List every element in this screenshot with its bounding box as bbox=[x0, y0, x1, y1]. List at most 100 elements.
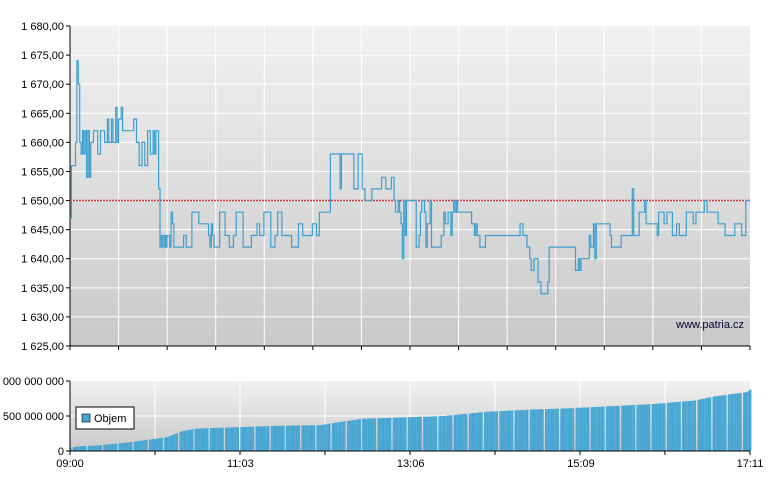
volume-bar bbox=[136, 441, 138, 451]
volume-x-tick-label: 15:09 bbox=[567, 458, 595, 470]
volume-bar bbox=[197, 428, 199, 451]
volume-bar bbox=[226, 427, 228, 451]
volume-bar bbox=[187, 430, 190, 451]
volume-bar bbox=[312, 425, 314, 451]
volume-bar bbox=[471, 413, 473, 451]
volume-bar bbox=[230, 427, 233, 451]
volume-bar bbox=[432, 416, 435, 451]
volume-bar bbox=[529, 409, 532, 451]
volume-bar bbox=[552, 408, 554, 451]
volume-bar bbox=[647, 404, 649, 451]
volume-bar bbox=[709, 397, 712, 451]
volume-bar bbox=[347, 420, 349, 451]
volume-bar bbox=[118, 443, 120, 451]
volume-bar bbox=[79, 446, 82, 451]
volume-bar bbox=[168, 436, 170, 451]
volume-bar bbox=[500, 411, 503, 451]
volume-bar bbox=[484, 411, 486, 451]
volume-bar bbox=[75, 446, 77, 451]
volume-bar bbox=[588, 407, 590, 451]
volume-bar bbox=[122, 442, 124, 451]
volume-bar bbox=[85, 446, 87, 451]
volume-bar bbox=[306, 425, 309, 451]
volume-bar bbox=[173, 434, 176, 451]
volume-bar bbox=[233, 427, 235, 451]
volume-bar bbox=[716, 396, 719, 451]
volume-bar bbox=[527, 409, 529, 451]
volume-bar bbox=[90, 445, 93, 452]
volume-bar bbox=[112, 443, 115, 451]
volume-bar bbox=[646, 404, 648, 451]
price-panel: 1 625,00 1 630,00 1 635,00 1 640,00 1 645,00… bbox=[21, 21, 751, 353]
price-y-tick-label: 1 640,00 bbox=[21, 254, 64, 266]
volume-bar bbox=[479, 412, 482, 451]
volume-bar bbox=[298, 425, 300, 451]
volume-bar bbox=[419, 416, 421, 451]
volume-bar bbox=[377, 418, 379, 451]
volume-bar bbox=[565, 408, 568, 451]
price-y-tick-label: 1 660,00 bbox=[21, 137, 64, 149]
volume-y-tick-label: 500 000 000 bbox=[3, 411, 64, 423]
volume-bar bbox=[567, 408, 569, 451]
volume-bar bbox=[222, 427, 224, 451]
volume-bar bbox=[470, 413, 472, 451]
volume-bar bbox=[687, 401, 690, 451]
volume-bar bbox=[200, 428, 202, 451]
volume-bar bbox=[441, 416, 443, 451]
volume-bar bbox=[243, 427, 245, 451]
volume-bar bbox=[367, 418, 370, 451]
volume-bar bbox=[337, 422, 339, 451]
volume-bar bbox=[234, 427, 237, 451]
volume-bar bbox=[405, 417, 407, 451]
volume-bar bbox=[748, 390, 750, 451]
volume-bar bbox=[521, 410, 523, 451]
volume-bar bbox=[240, 427, 242, 451]
volume-bar bbox=[383, 418, 385, 451]
volume-bar bbox=[561, 408, 563, 451]
volume-bar bbox=[750, 389, 752, 451]
volume-bar bbox=[70, 447, 72, 451]
volume-bar bbox=[119, 443, 122, 451]
volume-bar bbox=[424, 416, 426, 451]
volume-bar bbox=[204, 428, 206, 451]
volume-bar bbox=[679, 401, 681, 451]
price-y-tick-label: 1 625,00 bbox=[21, 341, 64, 353]
volume-bar bbox=[359, 419, 361, 451]
volume-bar bbox=[219, 427, 221, 451]
volume-bar bbox=[673, 402, 676, 451]
volume-bar bbox=[190, 429, 192, 451]
volume-bar bbox=[317, 425, 320, 451]
volume-bar bbox=[295, 425, 298, 451]
volume-bar bbox=[413, 417, 415, 451]
volume-bar bbox=[128, 442, 130, 452]
volume-bar bbox=[341, 421, 343, 451]
volume-bar bbox=[549, 409, 551, 451]
volume-bar bbox=[428, 416, 431, 451]
volume-bar bbox=[719, 395, 721, 451]
volume-bar bbox=[478, 412, 480, 451]
volume-bar bbox=[416, 416, 418, 451]
price-y-tick-label: 1 635,00 bbox=[21, 283, 64, 295]
volume-bar bbox=[349, 420, 352, 451]
volume-bar bbox=[348, 420, 350, 451]
volume-bar bbox=[603, 406, 605, 451]
volume-bar bbox=[183, 430, 185, 451]
volume-bar bbox=[606, 406, 608, 451]
volume-bar bbox=[495, 411, 497, 451]
volume-bar bbox=[550, 408, 552, 451]
volume-bar bbox=[737, 393, 739, 452]
volume-bar bbox=[257, 426, 259, 451]
legend-box bbox=[75, 406, 135, 430]
volume-bar bbox=[455, 414, 457, 451]
volume-bar bbox=[394, 417, 396, 451]
volume-bar bbox=[293, 425, 295, 451]
volume-bar bbox=[279, 425, 281, 451]
volume-bar bbox=[196, 428, 198, 451]
volume-bar bbox=[389, 417, 392, 451]
volume-bar bbox=[485, 411, 487, 451]
volume-bar bbox=[194, 428, 196, 451]
volume-bar bbox=[99, 445, 101, 451]
volume-bar bbox=[398, 417, 400, 451]
volume-bar bbox=[184, 430, 187, 451]
volume-bar bbox=[601, 406, 604, 451]
